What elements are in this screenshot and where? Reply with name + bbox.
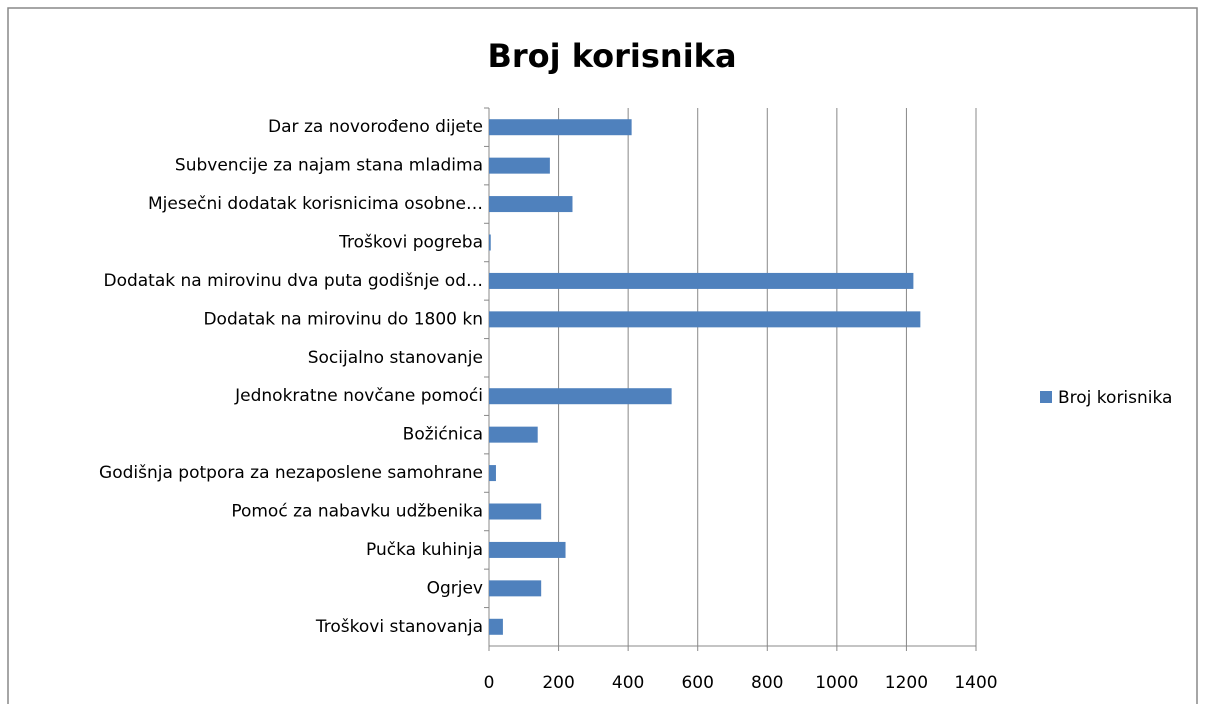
x-tick-label: 0 bbox=[484, 673, 495, 693]
x-tick-label: 1400 bbox=[954, 673, 997, 693]
bar bbox=[489, 426, 538, 443]
x-tick-label: 400 bbox=[612, 673, 644, 693]
bar bbox=[489, 157, 550, 174]
y-tick-label: Jednokratne novčane pomoći bbox=[234, 386, 483, 406]
chart-title: Broj korisnika bbox=[487, 37, 736, 75]
x-tick-label: 200 bbox=[542, 673, 574, 693]
bar bbox=[489, 196, 573, 213]
y-tick-label: Pučka kuhinja bbox=[366, 540, 483, 560]
legend-swatch bbox=[1040, 391, 1052, 403]
bar bbox=[489, 119, 632, 136]
y-tick-label: Dodatak na mirovinu dva puta godišnje od… bbox=[103, 271, 483, 291]
y-tick-label: Ogrjev bbox=[427, 578, 483, 598]
bar bbox=[489, 580, 542, 597]
y-tick-label: Subvencije za najam stana mladima bbox=[175, 156, 483, 176]
bar bbox=[489, 388, 672, 405]
y-tick-label: Socijalno stanovanje bbox=[308, 348, 483, 368]
legend-label: Broj korisnika bbox=[1058, 388, 1172, 408]
bar bbox=[489, 311, 921, 328]
bar bbox=[489, 465, 496, 482]
bar bbox=[489, 234, 491, 251]
bar bbox=[489, 541, 566, 558]
y-tick-label: Dar za novorođeno dijete bbox=[268, 117, 483, 137]
y-tick-label: Mjesečni dodatak korisnicima osobne… bbox=[148, 194, 483, 214]
x-tick-label: 600 bbox=[681, 673, 713, 693]
chart-frame bbox=[7, 7, 1198, 704]
x-tick-label: 1000 bbox=[815, 673, 858, 693]
bar bbox=[489, 618, 503, 635]
bar bbox=[489, 272, 914, 289]
y-tick-label: Troškovi stanovanja bbox=[315, 617, 483, 637]
x-tick-label: 1200 bbox=[885, 673, 928, 693]
bar bbox=[489, 503, 542, 520]
y-tick-label: Pomoć za nabavku udžbenika bbox=[231, 502, 483, 522]
y-tick-label: Božićnica bbox=[403, 425, 483, 445]
y-tick-label: Dodatak na mirovinu do 1800 kn bbox=[203, 309, 483, 329]
x-tick-label: 800 bbox=[751, 673, 783, 693]
y-tick-label: Troškovi pogreba bbox=[338, 233, 483, 253]
y-tick-label: Godišnja potpora za nezaposlene samohran… bbox=[99, 463, 483, 483]
